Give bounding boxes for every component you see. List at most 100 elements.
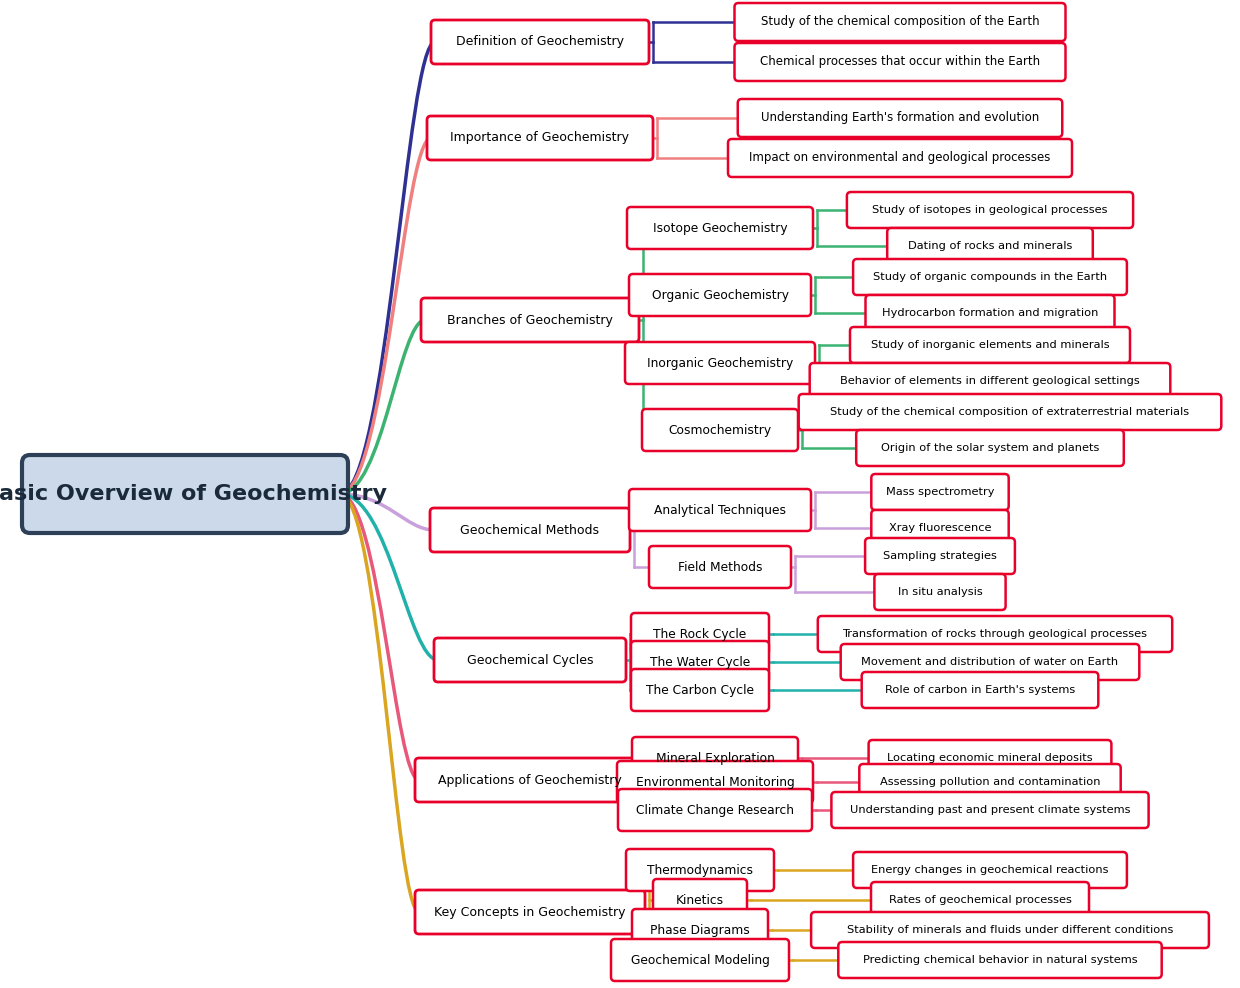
FancyBboxPatch shape — [629, 274, 811, 316]
Text: Chemical processes that occur within the Earth: Chemical processes that occur within the… — [760, 55, 1040, 68]
FancyBboxPatch shape — [632, 737, 799, 779]
Text: Study of the chemical composition of extraterrestrial materials: Study of the chemical composition of ext… — [831, 407, 1189, 417]
FancyBboxPatch shape — [422, 298, 639, 342]
Text: Importance of Geochemistry: Importance of Geochemistry — [450, 131, 630, 144]
FancyBboxPatch shape — [653, 879, 746, 921]
Text: Isotope Geochemistry: Isotope Geochemistry — [652, 221, 787, 234]
Text: Cosmochemistry: Cosmochemistry — [668, 424, 771, 437]
FancyBboxPatch shape — [862, 672, 1099, 708]
FancyBboxPatch shape — [738, 99, 1063, 137]
FancyBboxPatch shape — [625, 342, 815, 384]
FancyBboxPatch shape — [642, 409, 799, 451]
Text: Rates of geochemical processes: Rates of geochemical processes — [889, 895, 1071, 905]
FancyBboxPatch shape — [818, 616, 1172, 652]
Text: Movement and distribution of water on Earth: Movement and distribution of water on Ea… — [862, 657, 1118, 667]
FancyBboxPatch shape — [415, 758, 645, 802]
FancyBboxPatch shape — [618, 761, 813, 803]
FancyBboxPatch shape — [649, 546, 791, 588]
Text: Geochemical Methods: Geochemical Methods — [460, 524, 599, 536]
Text: Study of the chemical composition of the Earth: Study of the chemical composition of the… — [760, 16, 1039, 29]
FancyBboxPatch shape — [866, 295, 1115, 331]
Text: In situ analysis: In situ analysis — [898, 587, 982, 597]
FancyBboxPatch shape — [853, 852, 1127, 888]
FancyBboxPatch shape — [811, 912, 1209, 948]
FancyBboxPatch shape — [430, 508, 630, 552]
FancyBboxPatch shape — [22, 455, 348, 533]
FancyBboxPatch shape — [631, 669, 769, 711]
Text: Understanding past and present climate systems: Understanding past and present climate s… — [849, 805, 1130, 815]
FancyBboxPatch shape — [853, 259, 1127, 295]
Text: Kinetics: Kinetics — [676, 893, 724, 907]
Text: Dating of rocks and minerals: Dating of rocks and minerals — [908, 241, 1073, 251]
Text: Behavior of elements in different geological settings: Behavior of elements in different geolog… — [841, 376, 1140, 386]
FancyBboxPatch shape — [728, 139, 1073, 177]
FancyBboxPatch shape — [841, 644, 1140, 680]
Text: The Water Cycle: The Water Cycle — [650, 655, 750, 669]
Text: Thermodynamics: Thermodynamics — [647, 864, 753, 876]
Text: Role of carbon in Earth's systems: Role of carbon in Earth's systems — [885, 685, 1075, 695]
FancyBboxPatch shape — [627, 207, 813, 249]
Text: Phase Diagrams: Phase Diagrams — [650, 924, 750, 937]
Text: Field Methods: Field Methods — [678, 560, 763, 573]
FancyBboxPatch shape — [872, 474, 1008, 510]
FancyBboxPatch shape — [856, 430, 1123, 466]
FancyBboxPatch shape — [831, 792, 1148, 828]
Text: Branches of Geochemistry: Branches of Geochemistry — [448, 313, 613, 326]
Text: Climate Change Research: Climate Change Research — [636, 803, 794, 816]
Text: Assessing pollution and contamination: Assessing pollution and contamination — [879, 777, 1100, 787]
Text: Study of isotopes in geological processes: Study of isotopes in geological processe… — [872, 205, 1107, 215]
Text: Study of inorganic elements and minerals: Study of inorganic elements and minerals — [870, 340, 1110, 350]
Text: Stability of minerals and fluids under different conditions: Stability of minerals and fluids under d… — [847, 925, 1173, 935]
FancyBboxPatch shape — [629, 489, 811, 531]
Text: Locating economic mineral deposits: Locating economic mineral deposits — [887, 753, 1092, 763]
Text: The Rock Cycle: The Rock Cycle — [653, 627, 746, 640]
FancyBboxPatch shape — [874, 574, 1006, 610]
Text: Understanding Earth's formation and evolution: Understanding Earth's formation and evol… — [761, 112, 1039, 124]
FancyBboxPatch shape — [868, 740, 1111, 776]
FancyBboxPatch shape — [618, 789, 812, 831]
Text: Inorganic Geochemistry: Inorganic Geochemistry — [647, 357, 794, 370]
FancyBboxPatch shape — [432, 20, 649, 64]
Text: Geochemical Cycles: Geochemical Cycles — [466, 653, 593, 667]
FancyBboxPatch shape — [847, 192, 1133, 228]
Text: Study of organic compounds in the Earth: Study of organic compounds in the Earth — [873, 272, 1107, 282]
FancyBboxPatch shape — [631, 641, 769, 683]
Text: Geochemical Modeling: Geochemical Modeling — [631, 953, 770, 966]
FancyBboxPatch shape — [859, 764, 1121, 800]
Text: Hydrocarbon formation and migration: Hydrocarbon formation and migration — [882, 308, 1099, 318]
Text: Origin of the solar system and planets: Origin of the solar system and planets — [880, 443, 1099, 453]
FancyBboxPatch shape — [810, 363, 1171, 399]
FancyBboxPatch shape — [734, 3, 1065, 41]
FancyBboxPatch shape — [799, 394, 1221, 430]
FancyBboxPatch shape — [626, 849, 774, 891]
Text: Transformation of rocks through geological processes: Transformation of rocks through geologic… — [842, 629, 1147, 639]
FancyBboxPatch shape — [611, 939, 789, 981]
Text: Xray fluorescence: Xray fluorescence — [889, 523, 991, 533]
Text: Organic Geochemistry: Organic Geochemistry — [651, 288, 789, 301]
FancyBboxPatch shape — [734, 43, 1065, 81]
Text: Applications of Geochemistry: Applications of Geochemistry — [438, 774, 622, 786]
FancyBboxPatch shape — [849, 327, 1130, 363]
Text: Energy changes in geochemical reactions: Energy changes in geochemical reactions — [872, 865, 1109, 875]
Text: Key Concepts in Geochemistry: Key Concepts in Geochemistry — [434, 905, 626, 919]
FancyBboxPatch shape — [434, 638, 626, 682]
FancyBboxPatch shape — [838, 942, 1162, 978]
Text: Sampling strategies: Sampling strategies — [883, 551, 997, 561]
FancyBboxPatch shape — [887, 228, 1092, 264]
Text: Impact on environmental and geological processes: Impact on environmental and geological p… — [749, 151, 1050, 164]
Text: Predicting chemical behavior in natural systems: Predicting chemical behavior in natural … — [863, 955, 1137, 965]
FancyBboxPatch shape — [632, 909, 768, 951]
FancyBboxPatch shape — [415, 890, 645, 934]
FancyBboxPatch shape — [866, 538, 1014, 574]
Text: Basic Overview of Geochemistry: Basic Overview of Geochemistry — [0, 484, 387, 504]
Text: Mass spectrometry: Mass spectrometry — [885, 487, 994, 497]
Text: Definition of Geochemistry: Definition of Geochemistry — [456, 36, 624, 48]
Text: Analytical Techniques: Analytical Techniques — [653, 504, 786, 517]
Text: Environmental Monitoring: Environmental Monitoring — [636, 776, 795, 788]
FancyBboxPatch shape — [870, 882, 1089, 918]
FancyBboxPatch shape — [631, 613, 769, 655]
FancyBboxPatch shape — [872, 510, 1008, 546]
Text: The Carbon Cycle: The Carbon Cycle — [646, 684, 754, 697]
FancyBboxPatch shape — [427, 116, 653, 160]
Text: Mineral Exploration: Mineral Exploration — [656, 752, 775, 765]
